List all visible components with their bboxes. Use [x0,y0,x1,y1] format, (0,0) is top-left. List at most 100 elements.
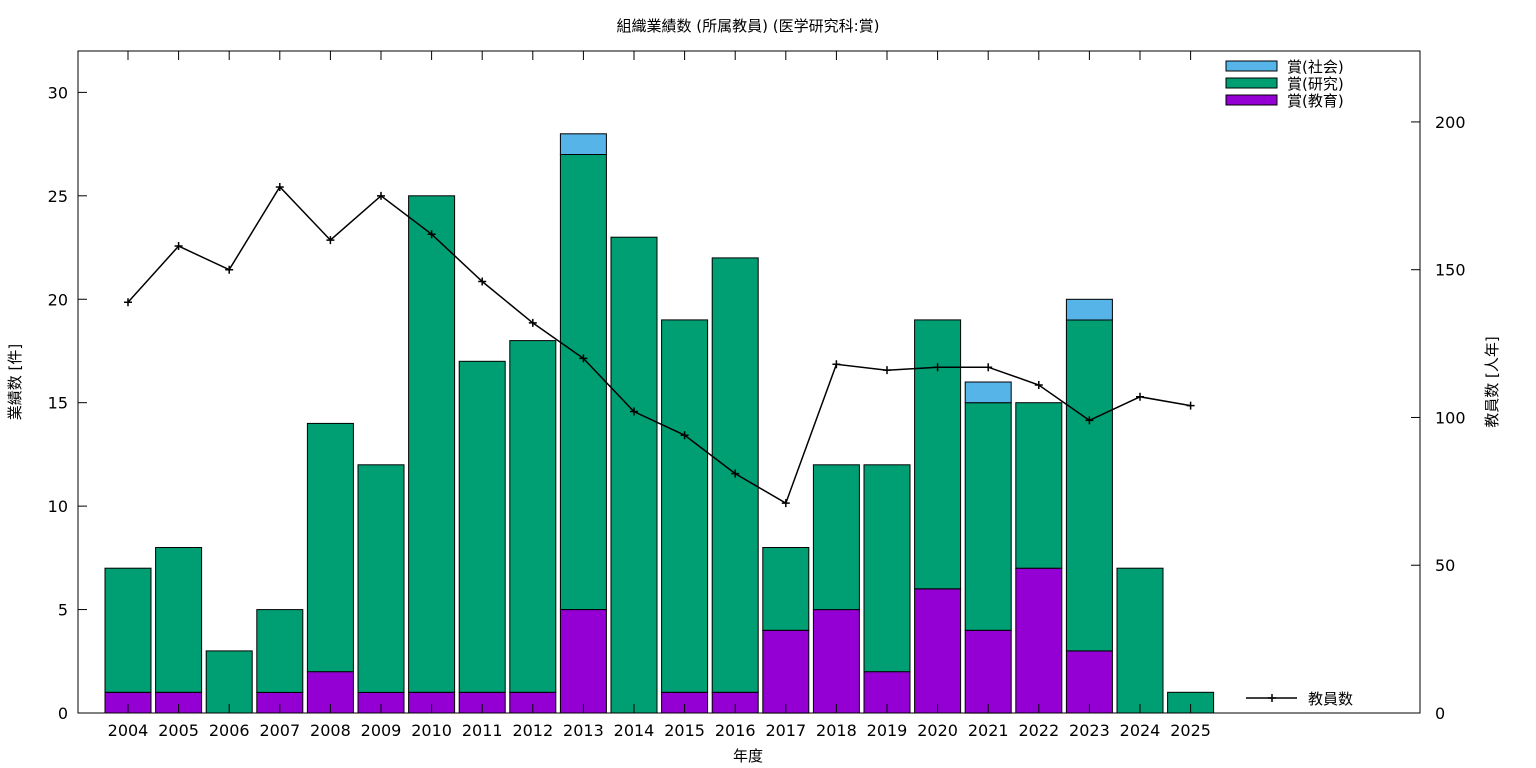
bar-2017-series-1 [762,547,810,631]
x-tick-label: 2018 [816,721,857,740]
plot-frame [77,50,1421,714]
bar-2015-series-1 [661,319,709,693]
x-tick-label: 2019 [867,721,908,740]
x-tick-label: 2013 [563,721,604,740]
line-point-2025 [1186,401,1195,410]
bar-2012-series-1 [509,340,557,693]
y-axis-label: 業績数 [件] [6,344,24,420]
bar-2005-series-1 [155,547,203,693]
bar-2018-series-0 [812,609,860,714]
x-tick-label: 2022 [1018,721,1059,740]
line-point-2006 [225,265,234,274]
x-tick-label: 2010 [411,721,452,740]
line-point-2012 [528,318,537,327]
line-point-2015 [680,431,689,440]
x-tick-label: 2006 [209,721,250,740]
bar-2020-series-0 [914,588,962,714]
legend-label-series-0: 賞(教育) [1287,92,1344,110]
legend-label-line: 教員数 [1308,690,1353,708]
bar-2011-series-1 [458,360,506,693]
line-point-2017 [781,499,790,508]
y2-axis-label: 教員数 [人年] [1483,336,1501,427]
x-tick-label: 2020 [917,721,958,740]
y-tick-label: 5 [58,601,68,620]
bar-2021-series-0 [964,629,1012,714]
legend-swatch-series-0 [1225,94,1278,106]
line-point-2005 [174,242,183,251]
line-point-2007 [275,182,284,191]
x-axis-label: 年度 [733,747,763,765]
x-tick-label: 2016 [715,721,756,740]
bar-2013-series-0 [559,609,607,714]
x-tick-label: 2025 [1170,721,1211,740]
bar-2004-series-1 [104,567,152,693]
bar-2019-series-1 [863,464,911,673]
line-point-2024 [1136,392,1144,401]
bar-2021-series-2 [964,381,1012,404]
y-tick-label: 20 [48,290,68,309]
legend: 賞(社会)賞(研究)賞(教育) 教員数 [1225,58,1353,708]
bar-2024-series-1 [1116,567,1164,714]
line-point-2016 [731,469,740,478]
line-point-2009 [377,191,385,200]
bar-2020-series-1 [914,319,962,590]
bar-2014-series-1 [610,236,658,714]
x-tick-label: 2007 [259,721,300,740]
y2-tick-label: 200 [1435,113,1466,132]
y-tick-label: 0 [58,704,68,723]
bar-2009-series-1 [357,464,405,693]
bar-2022-series-1 [1015,402,1063,569]
line-layer [124,182,1195,508]
line-faculty-count [127,185,1191,505]
y-tick-label: 10 [48,497,68,516]
bar-2013-series-2 [559,133,607,156]
x-tick-label: 2011 [462,721,503,740]
bar-2007-series-1 [256,609,304,693]
line-point-2020 [933,363,942,372]
y-tick-label: 25 [48,187,68,206]
x-tick-label: 2009 [361,721,402,740]
line-point-2010 [427,230,436,239]
x-tick-label: 2014 [614,721,655,740]
chart-title: 組織業績数 (所属教員) (医学研究科:賞) [617,17,880,35]
y2-tick-label: 150 [1435,261,1466,280]
bar-2023-series-2 [1065,298,1113,321]
x-tick-label: 2015 [664,721,705,740]
bar-2018-series-1 [812,464,860,611]
x-tick-label: 2024 [1120,721,1161,740]
line-point-2021 [984,363,993,372]
bar-2021-series-1 [964,402,1012,631]
x-tick-label: 2021 [968,721,1009,740]
line-point-2004 [124,298,132,307]
line-point-2023 [1085,416,1094,425]
y-tick-label: 15 [48,394,68,413]
x-tick-label: 2017 [765,721,806,740]
line-point-2019 [883,366,891,375]
y2-tick-label: 100 [1435,408,1466,427]
y-tick-label: 30 [48,83,68,102]
bar-2006-series-1 [205,650,253,714]
bar-2017-series-0 [762,629,810,714]
x-tick-label: 2012 [512,721,553,740]
bars-layer [104,133,1215,714]
legend-swatch-series-2 [1225,60,1278,72]
line-point-2022 [1034,380,1043,389]
x-tick-label: 2004 [108,721,149,740]
bar-2022-series-0 [1015,567,1063,714]
bar-2013-series-1 [559,153,607,610]
legend-swatch-series-1 [1225,77,1278,89]
line-point-2011 [478,277,487,286]
bar-2008-series-1 [306,422,354,673]
line-point-2008 [326,236,335,245]
line-point-2018 [832,360,841,369]
x-tick-label: 2005 [158,721,199,740]
legend-line-marker [1268,694,1276,702]
y2-tick-label: 0 [1435,704,1445,723]
bar-2010-series-1 [408,195,456,693]
legend-label-series-1: 賞(研究) [1287,75,1344,93]
x-tick-label: 2023 [1069,721,1110,740]
y2-tick-label: 50 [1435,556,1455,575]
line-point-2013 [579,354,588,363]
